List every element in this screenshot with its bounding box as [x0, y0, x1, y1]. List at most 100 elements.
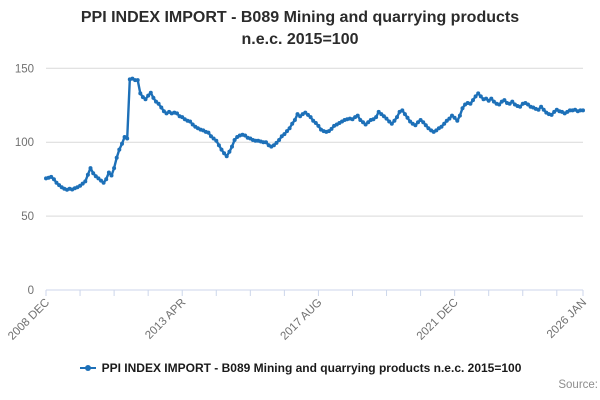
data-point-marker [308, 115, 313, 120]
x-axis-label: 2021 DEC [415, 297, 461, 343]
data-point-marker [423, 123, 428, 128]
data-point-marker [484, 96, 489, 101]
x-axis-label: 2008 DEC [6, 297, 52, 343]
data-point-marker [402, 112, 407, 117]
data-point-marker [277, 138, 282, 142]
data-point-marker [316, 123, 321, 128]
data-point-marker [206, 130, 211, 135]
data-point-marker [541, 107, 546, 112]
data-point-marker [224, 154, 229, 159]
data-point-marker [211, 136, 216, 141]
data-point-marker [421, 120, 426, 125]
data-point-marker [151, 95, 156, 100]
data-point-marker [306, 112, 310, 117]
data-point-marker [502, 98, 507, 103]
y-axis-label: 50 [21, 211, 34, 223]
data-point-marker [361, 120, 365, 125]
data-point-marker [106, 170, 111, 175]
data-point-marker [230, 144, 234, 149]
data-point-marker [326, 129, 331, 134]
data-point-marker [292, 118, 297, 122]
data-point-marker [125, 136, 130, 141]
data-point-marker [227, 149, 232, 154]
data-point-marker [416, 120, 420, 125]
data-point-marker [298, 114, 303, 119]
data-point-marker [49, 174, 54, 179]
data-point-marker [104, 177, 109, 182]
data-point-marker [374, 115, 379, 120]
data-point-marker [392, 118, 397, 123]
data-point-marker [510, 99, 515, 104]
x-axis-label: 2017 AUG [279, 297, 325, 343]
data-point-marker [117, 147, 122, 152]
data-point-marker [243, 133, 248, 138]
data-point-marker [274, 140, 279, 145]
data-point-marker [478, 94, 483, 99]
data-point-marker [434, 128, 439, 133]
data-point-marker [389, 121, 394, 126]
data-point-marker [209, 134, 213, 139]
data-point-marker [222, 151, 227, 156]
data-point-marker [395, 115, 399, 120]
data-point-marker [460, 106, 465, 111]
x-axis-label: 2013 APR [143, 297, 188, 342]
data-point-marker [146, 93, 151, 98]
data-point-marker [83, 179, 88, 184]
source-note: Source: [558, 379, 598, 391]
data-point-marker [219, 147, 224, 152]
data-point-marker [120, 141, 124, 146]
data-point-marker [285, 129, 289, 134]
data-point-marker [112, 166, 117, 171]
data-point-marker [271, 143, 276, 148]
data-point-marker [536, 107, 541, 112]
data-point-marker [381, 114, 386, 119]
data-point-marker [418, 118, 423, 122]
data-point-marker [80, 181, 85, 186]
data-point-marker [303, 110, 308, 115]
data-point-marker [491, 99, 496, 104]
data-point-marker [549, 112, 554, 117]
data-point-marker [442, 121, 447, 126]
data-point-marker [539, 104, 544, 109]
data-point-marker [101, 180, 106, 185]
data-point-marker [426, 126, 431, 131]
data-point-marker [497, 102, 502, 107]
data-point-marker [290, 121, 295, 126]
data-point-marker [159, 105, 164, 110]
y-axis-label: 150 [15, 63, 34, 75]
data-point-marker [148, 90, 153, 95]
series-line [44, 77, 585, 192]
data-point-marker [405, 115, 410, 120]
legend[interactable]: PPI INDEX IMPORT - B089 Mining and quarr… [0, 361, 600, 375]
data-point-marker [154, 99, 158, 104]
data-point-marker [232, 138, 237, 142]
data-point-marker [295, 112, 300, 117]
data-point-marker [439, 124, 444, 129]
x-axis-label: 2026 JAN [545, 297, 589, 341]
data-point-marker [350, 117, 355, 122]
data-point-marker [109, 173, 114, 178]
data-point-marker [140, 95, 145, 100]
data-point-marker [96, 176, 101, 181]
legend-line-with-dot-icon [79, 365, 96, 371]
data-point-marker [473, 94, 478, 99]
legend-label: PPI INDEX IMPORT - B089 Mining and quarr… [101, 361, 522, 375]
data-point-marker [400, 108, 405, 113]
data-point-marker [88, 166, 93, 171]
y-axis-label: 100 [15, 137, 34, 149]
data-point-marker [450, 113, 454, 118]
data-point-marker [457, 113, 462, 118]
data-point-marker [143, 97, 148, 102]
data-point-marker [444, 118, 449, 123]
data-point-marker [188, 119, 193, 124]
data-point-marker [371, 117, 376, 122]
data-point-marker [138, 91, 143, 96]
data-point-marker [452, 115, 457, 120]
data-point-marker [363, 122, 368, 127]
data-point-marker [413, 123, 418, 128]
data-point-marker [51, 177, 56, 182]
data-point-marker [329, 126, 334, 131]
data-point-marker [468, 101, 473, 106]
